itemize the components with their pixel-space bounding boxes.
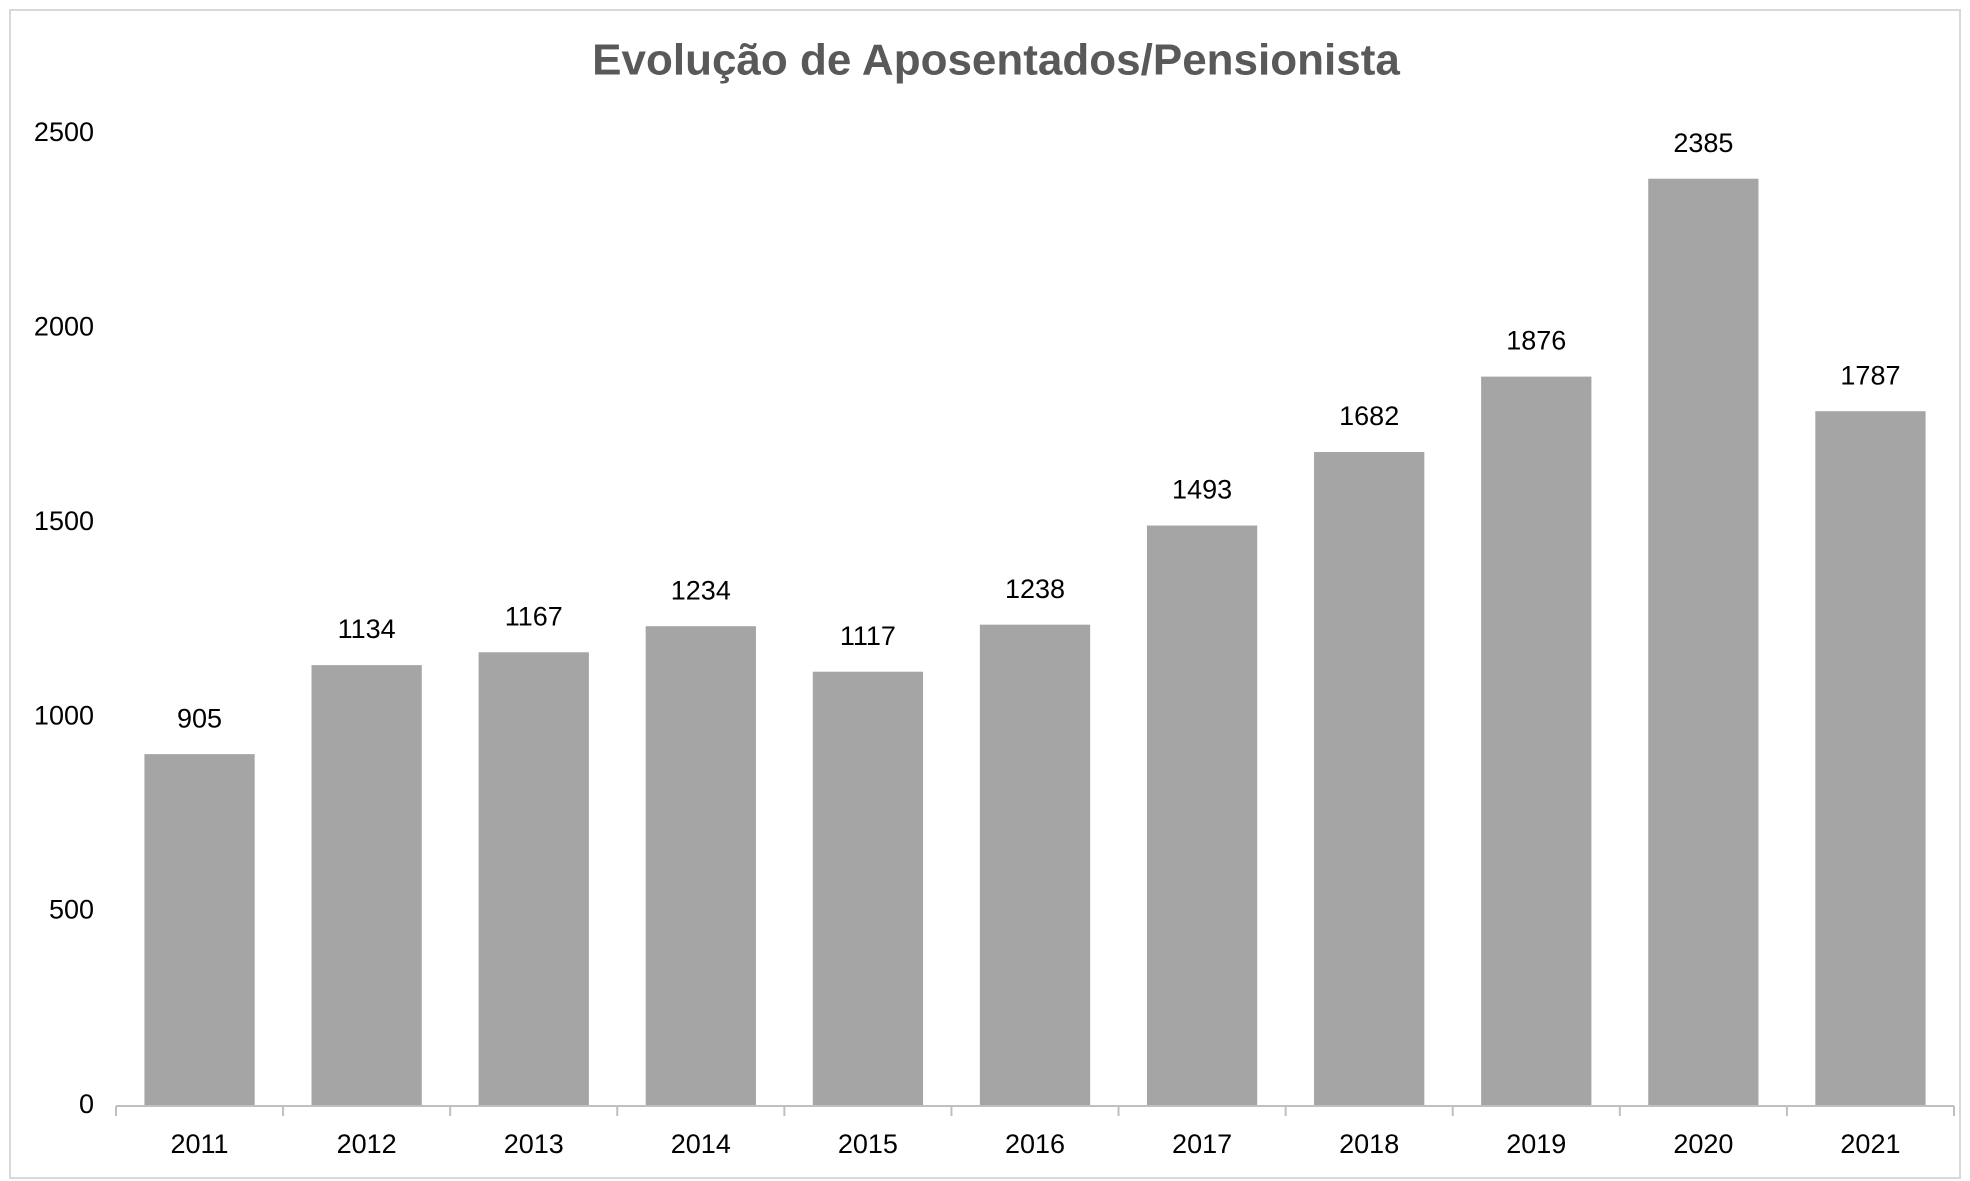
y-tick-label: 0	[79, 1089, 94, 1119]
bar	[478, 652, 589, 1106]
data-label: 1117	[840, 621, 896, 651]
data-label: 1134	[338, 614, 396, 644]
y-tick-label: 2000	[34, 312, 94, 342]
data-label: 1493	[1172, 475, 1232, 505]
x-tick-label: 2015	[838, 1129, 898, 1159]
y-tick-label: 2500	[34, 117, 94, 147]
x-tick-label: 2014	[671, 1129, 731, 1159]
bar	[979, 624, 1091, 1106]
x-tick-label: 2020	[1673, 1129, 1733, 1159]
bar	[311, 665, 422, 1106]
bar	[144, 754, 255, 1106]
x-tick-label: 2013	[504, 1129, 564, 1159]
data-label: 1238	[1005, 574, 1065, 604]
x-tick-label: 2016	[1005, 1129, 1065, 1159]
x-tick-label: 2017	[1172, 1129, 1232, 1159]
x-tick-label: 2019	[1506, 1129, 1566, 1159]
data-label: 2385	[1673, 128, 1733, 158]
x-tick-label: 2011	[171, 1129, 229, 1159]
x-tick-label: 2018	[1339, 1129, 1399, 1159]
bar	[1481, 376, 1592, 1106]
bar	[1146, 525, 1258, 1106]
y-tick-label: 1500	[34, 506, 94, 536]
bar	[645, 626, 756, 1106]
y-tick-label: 1000	[34, 700, 94, 730]
bar	[812, 671, 924, 1106]
bar	[1648, 178, 1759, 1106]
data-label: 905	[177, 703, 222, 733]
data-label: 1876	[1506, 326, 1566, 356]
data-label: 1167	[505, 601, 563, 631]
data-label: 1234	[671, 575, 731, 605]
bar	[1314, 452, 1425, 1106]
y-tick-label: 500	[49, 895, 94, 925]
x-tick-label: 2012	[337, 1129, 397, 1159]
data-label: 1787	[1840, 360, 1900, 390]
chart-title: Evolução de Aposentados/Pensionista	[592, 36, 1400, 85]
data-label: 1682	[1339, 401, 1399, 431]
bar	[1815, 411, 1926, 1107]
x-tick-label: 2021	[1840, 1129, 1900, 1159]
